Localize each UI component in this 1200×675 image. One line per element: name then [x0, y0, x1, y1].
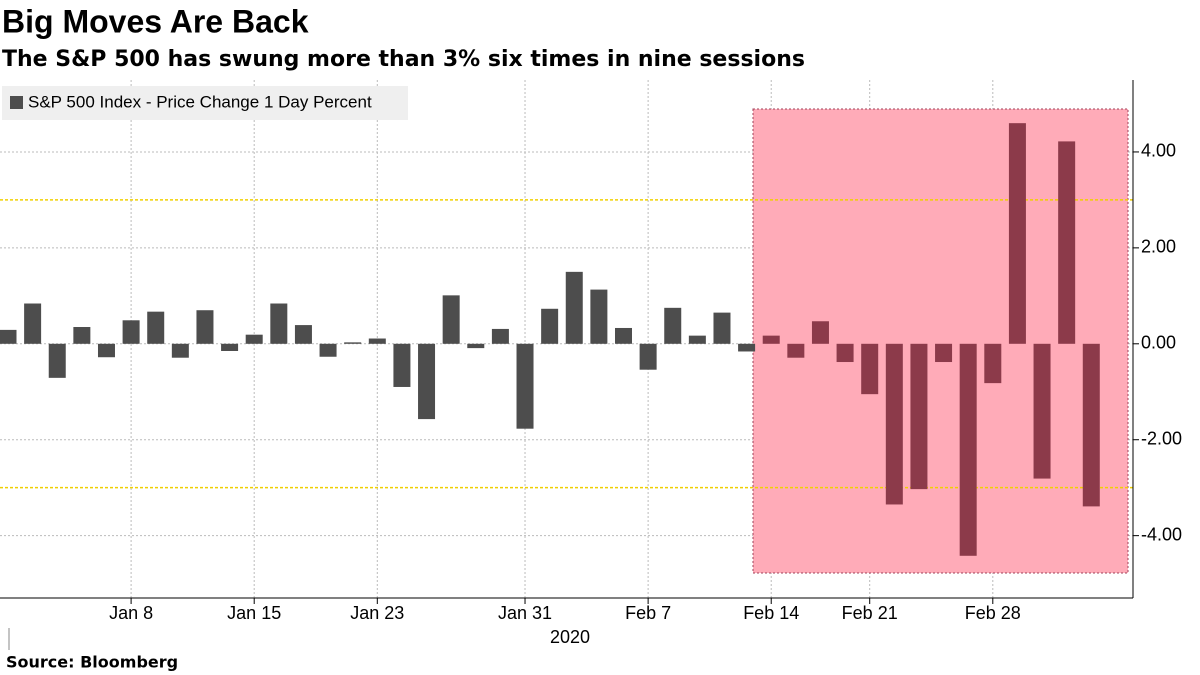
bar	[861, 343, 879, 395]
y-tick-label: 4.00	[1141, 141, 1176, 161]
bar	[393, 343, 411, 387]
bar	[171, 343, 189, 358]
chart-subtitle: The S&P 500 has swung more than 3% six t…	[2, 47, 805, 72]
x-tick-label: Jan 8	[109, 603, 153, 623]
bar	[984, 343, 1002, 384]
legend-label: S&P 500 Index - Price Change 1 Day Perce…	[28, 92, 372, 111]
bar	[516, 343, 534, 429]
bar	[467, 343, 485, 349]
bar	[1008, 123, 1026, 344]
bar	[836, 343, 854, 363]
bar	[1058, 141, 1076, 344]
chart-title: Big Moves Are Back	[2, 3, 309, 39]
legend	[2, 86, 408, 120]
x-axis-label: 2020	[550, 627, 590, 647]
bar	[368, 338, 386, 344]
bar	[910, 343, 928, 490]
bar	[418, 343, 436, 420]
bar	[590, 289, 608, 344]
bar	[959, 343, 977, 556]
x-tick-label: Feb 28	[965, 603, 1021, 623]
bar	[147, 311, 165, 344]
bar	[811, 321, 829, 344]
bar	[294, 325, 312, 344]
x-tick-label: Jan 15	[227, 603, 281, 623]
bar	[344, 342, 362, 344]
bar	[0, 329, 17, 344]
bar	[122, 320, 140, 344]
bar	[541, 308, 559, 344]
bar	[196, 310, 214, 344]
bar	[639, 343, 657, 370]
x-tick-label: Feb 14	[743, 603, 799, 623]
bar	[787, 343, 805, 358]
y-tick-label: 0.00	[1141, 333, 1176, 353]
legend-swatch	[10, 96, 23, 109]
bar	[221, 343, 239, 351]
bar	[885, 343, 903, 505]
bar	[935, 343, 953, 363]
bar	[73, 327, 91, 344]
bar	[97, 343, 115, 358]
bar	[245, 334, 263, 344]
x-tick-label: Feb 21	[842, 603, 898, 623]
marks	[0, 123, 1133, 556]
bar	[24, 303, 42, 344]
bar	[491, 328, 509, 344]
bar	[762, 335, 780, 344]
bar	[270, 303, 288, 344]
bar	[615, 327, 632, 344]
bar	[319, 343, 337, 357]
x-tick-label: Jan 31	[498, 603, 552, 623]
bar	[1082, 343, 1100, 507]
bar	[688, 335, 706, 344]
source: Source: Bloomberg	[6, 653, 178, 672]
x-tick-label: Feb 7	[625, 603, 671, 623]
bar	[738, 343, 756, 352]
bar	[442, 295, 460, 344]
bar	[1033, 343, 1051, 479]
y-tick-label: -4.00	[1141, 524, 1182, 544]
bar	[565, 271, 583, 344]
y-tick-label: 2.00	[1141, 237, 1176, 257]
x-tick-label: Jan 23	[350, 603, 404, 623]
bar	[48, 343, 66, 378]
bar	[664, 307, 682, 344]
y-tick-label: -2.00	[1141, 428, 1182, 448]
bar	[713, 312, 731, 344]
